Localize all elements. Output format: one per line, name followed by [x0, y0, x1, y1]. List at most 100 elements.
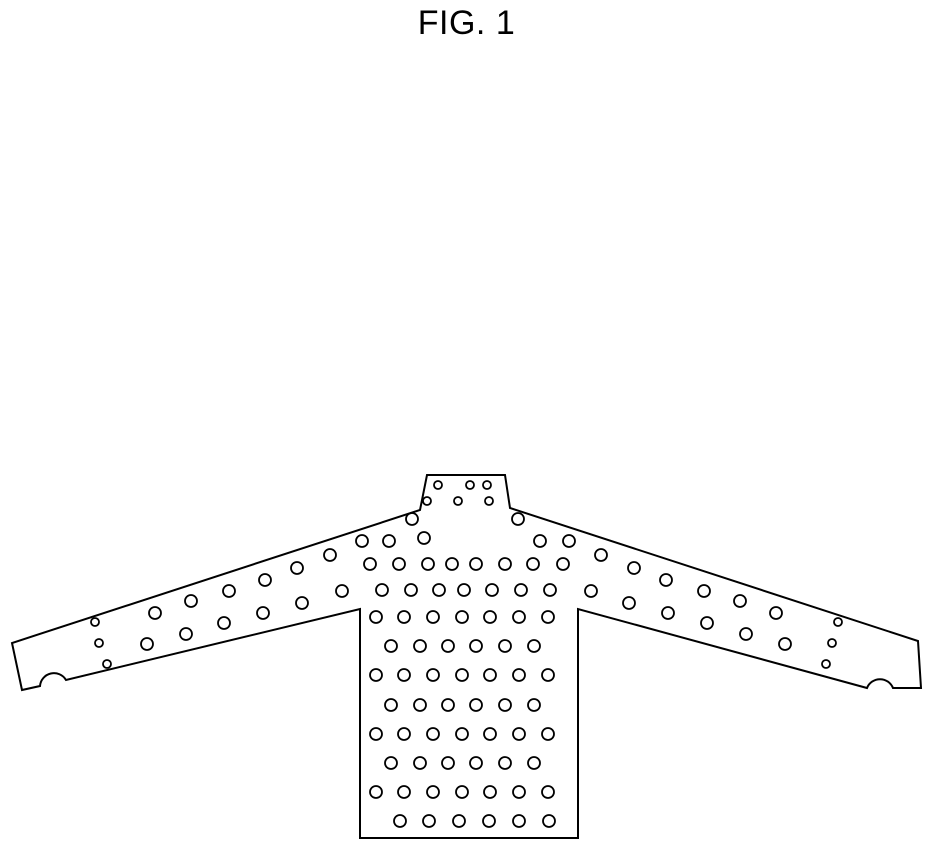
- perforation-hole: [513, 669, 525, 681]
- perforation-hole: [660, 574, 672, 586]
- perforation-hole: [442, 699, 454, 711]
- perforation-hole: [422, 558, 434, 570]
- perforation-hole: [296, 597, 308, 609]
- perforation-hole: [446, 558, 458, 570]
- perforation-hole: [483, 481, 491, 489]
- perforation-hole: [740, 628, 752, 640]
- perforation-hole: [515, 584, 527, 596]
- perforation-hole: [543, 815, 555, 827]
- perforation-hole: [223, 585, 235, 597]
- perforation-hole: [376, 584, 388, 596]
- perforation-hole: [528, 640, 540, 652]
- garment-outline: [12, 475, 921, 838]
- perforation-hole: [336, 585, 348, 597]
- perforation-hole: [513, 611, 525, 623]
- perforation-hole: [398, 611, 410, 623]
- perforation-hole: [370, 728, 382, 740]
- perforation-hole: [185, 595, 197, 607]
- perforation-hole: [499, 757, 511, 769]
- perforation-hole: [364, 558, 376, 570]
- perforation-hole: [218, 617, 230, 629]
- perforation-hole: [434, 481, 442, 489]
- perforation-hole: [528, 757, 540, 769]
- perforation-hole: [423, 497, 431, 505]
- perforation-hole: [528, 699, 540, 711]
- perforation-hole: [385, 699, 397, 711]
- perforation-hole: [91, 618, 99, 626]
- perforation-hole: [499, 699, 511, 711]
- perforation-hole: [698, 585, 710, 597]
- perforation-hole: [414, 757, 426, 769]
- perforation-hole: [442, 757, 454, 769]
- perforation-hole: [393, 558, 405, 570]
- perforation-hole: [456, 611, 468, 623]
- perforation-hole: [595, 549, 607, 561]
- perforation-hole: [834, 618, 842, 626]
- perforation-hole: [418, 532, 430, 544]
- perforation-hole: [257, 607, 269, 619]
- perforation-hole: [458, 584, 470, 596]
- perforation-hole: [427, 728, 439, 740]
- perforation-hole: [484, 611, 496, 623]
- perforation-hole: [370, 611, 382, 623]
- perforation-hole: [456, 669, 468, 681]
- perforation-hole: [427, 611, 439, 623]
- perforation-hole: [770, 607, 782, 619]
- perforation-hole: [466, 481, 474, 489]
- perforation-hole: [398, 669, 410, 681]
- perforation-hole: [470, 558, 482, 570]
- perforation-hole: [291, 562, 303, 574]
- perforation-hole: [484, 728, 496, 740]
- perforation-hole: [180, 628, 192, 640]
- perforation-hole: [585, 585, 597, 597]
- perforation-hole: [394, 815, 406, 827]
- perforation-hole: [324, 549, 336, 561]
- perforation-hole: [414, 640, 426, 652]
- perforation-hole: [513, 728, 525, 740]
- perforation-hole: [453, 815, 465, 827]
- perforation-hole: [141, 638, 153, 650]
- perforation-hole: [470, 640, 482, 652]
- perforation-hole: [423, 815, 435, 827]
- perforation-hole: [484, 786, 496, 798]
- perforation-hole: [406, 513, 418, 525]
- perforation-hole: [103, 660, 111, 668]
- perforation-hole: [485, 497, 493, 505]
- perforation-hole: [385, 757, 397, 769]
- perforation-hole: [470, 699, 482, 711]
- perforation-hole: [427, 669, 439, 681]
- perforation-hole: [779, 638, 791, 650]
- perforation-holes: [91, 481, 842, 827]
- perforation-hole: [628, 562, 640, 574]
- perforation-hole: [398, 728, 410, 740]
- perforation-hole: [623, 597, 635, 609]
- perforation-hole: [499, 558, 511, 570]
- perforation-hole: [398, 786, 410, 798]
- perforation-hole: [442, 640, 454, 652]
- perforation-hole: [527, 558, 539, 570]
- perforation-hole: [414, 699, 426, 711]
- perforation-hole: [542, 611, 554, 623]
- perforation-hole: [370, 669, 382, 681]
- perforation-hole: [542, 786, 554, 798]
- perforation-hole: [486, 584, 498, 596]
- perforation-hole: [405, 584, 417, 596]
- perforation-hole: [534, 535, 546, 547]
- perforation-hole: [483, 815, 495, 827]
- perforation-hole: [544, 584, 556, 596]
- perforation-hole: [557, 558, 569, 570]
- perforation-hole: [513, 786, 525, 798]
- perforation-hole: [259, 574, 271, 586]
- perforation-hole: [95, 639, 103, 647]
- perforation-hole: [563, 535, 575, 547]
- perforation-hole: [701, 617, 713, 629]
- perforation-hole: [149, 607, 161, 619]
- perforation-hole: [433, 584, 445, 596]
- perforation-hole: [542, 669, 554, 681]
- perforation-hole: [499, 640, 511, 652]
- perforation-hole: [822, 660, 830, 668]
- perforation-hole: [370, 786, 382, 798]
- perforation-hole: [383, 535, 395, 547]
- perforation-hole: [512, 513, 524, 525]
